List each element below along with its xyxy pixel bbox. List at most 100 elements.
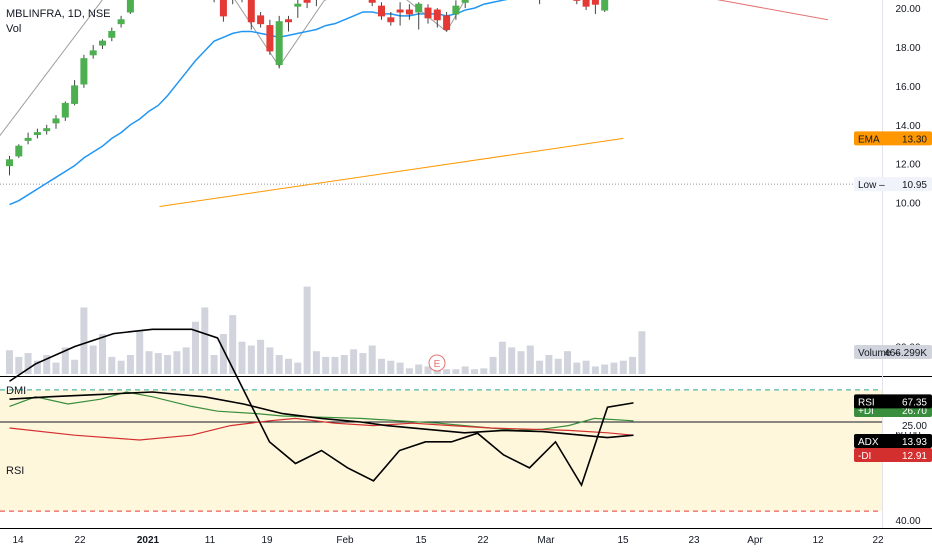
minus-di-tag-value: 12.91 [902,451,927,462]
candle-body[interactable] [127,0,133,12]
candle-body[interactable] [434,10,440,20]
ema200-tag-name: EMA [858,134,880,145]
volume-bar [518,351,525,374]
volume-bar [332,357,339,374]
volume-bar [499,342,506,374]
volume-bar [359,353,366,374]
earnings-marker-label: E [434,359,441,370]
volume-bar [415,365,422,375]
adx-tag-value: 13.93 [902,437,927,448]
candle-body[interactable] [34,133,40,135]
volume-bar [248,346,255,375]
candle-body[interactable] [462,0,468,2]
volume-label: Vol [6,23,21,35]
candle-body[interactable] [81,59,87,84]
candle-body[interactable] [369,0,375,2]
volume-bar [638,331,645,374]
candle-body[interactable] [304,0,310,2]
candle-body[interactable] [406,10,412,14]
volume-bar [508,347,515,374]
volume-bar [322,357,329,374]
candle-body[interactable] [276,22,282,65]
volume-bar [276,355,283,374]
volume-bar [183,347,190,374]
volume-bar [266,347,273,374]
volume-bar [164,355,171,374]
volume-bar [527,346,534,375]
candle-body[interactable] [397,10,403,12]
candle-body[interactable] [44,129,50,131]
candle-body[interactable] [425,8,431,18]
candle-body[interactable] [286,20,292,22]
ema200-tag-value: 13.30 [902,134,927,145]
volume-bar [294,363,301,374]
candle-body[interactable] [90,51,96,55]
time-tick-label: Mar [537,535,555,546]
candle-body[interactable] [248,0,254,22]
volume-bar [480,368,487,374]
volume-bar [555,359,562,374]
time-tick-label: 14 [12,535,24,546]
adx-tag: ADX 13.93 [854,434,932,448]
candle-body[interactable] [100,41,106,45]
volume-bar [536,361,543,374]
volume-bar [592,366,599,374]
volume-bar [397,363,404,374]
volume-tag-value: 466.299K [884,348,927,359]
candle-body[interactable] [444,16,450,30]
time-tick-label: Feb [336,535,354,546]
volume-bar [15,357,22,374]
volume-bar [285,359,292,374]
candle-body[interactable] [583,0,589,6]
time-tick-label: 15 [415,535,427,546]
candle-body[interactable] [118,20,124,24]
volume-bar [611,363,618,374]
candle-body[interactable] [388,18,394,22]
volume-bar [490,357,497,374]
candle-body[interactable] [453,6,459,14]
price-tick-label: 14.00 [895,121,920,132]
candle-body[interactable] [592,0,598,4]
time-tick-label: 22 [74,535,86,546]
dmi-title: DMI [6,385,26,397]
candle-body[interactable] [379,6,385,16]
candle-body[interactable] [220,0,226,16]
volume-bar [6,350,13,374]
candle-body[interactable] [16,146,22,156]
adx-tag-name: ADX [858,437,879,448]
volume-bar [443,369,450,374]
price-tick-label: 10.00 [895,199,920,210]
rsi-band [0,390,882,511]
candle-body[interactable] [258,16,264,24]
candle-body[interactable] [72,86,78,104]
volume-bar [341,355,348,374]
candle-body[interactable] [267,26,273,51]
price-tick-label: 12.00 [895,160,920,171]
candle-body[interactable] [416,4,422,12]
volume-bar [173,351,180,374]
volume-bar [136,331,143,374]
volume-bar [583,361,590,374]
candle-body[interactable] [62,103,68,117]
volume-bar [406,368,413,374]
candle-body[interactable] [295,4,301,6]
volume-bar [545,355,552,374]
time-tick-label: 23 [688,535,700,546]
time-tick-label: 15 [617,535,629,546]
volume-bar [620,361,627,374]
candle-body[interactable] [602,0,608,10]
volume-bar [80,308,87,375]
candle-body[interactable] [7,160,13,166]
volume-bar [387,361,394,374]
candle-body[interactable] [109,31,115,37]
candle-body[interactable] [25,138,31,140]
volume-bar [601,365,608,375]
volume-bar [239,342,246,374]
price-tick-label: 18.00 [895,43,920,54]
candle-body[interactable] [53,119,59,123]
threshold-tag-value: 25.00 [902,421,927,432]
